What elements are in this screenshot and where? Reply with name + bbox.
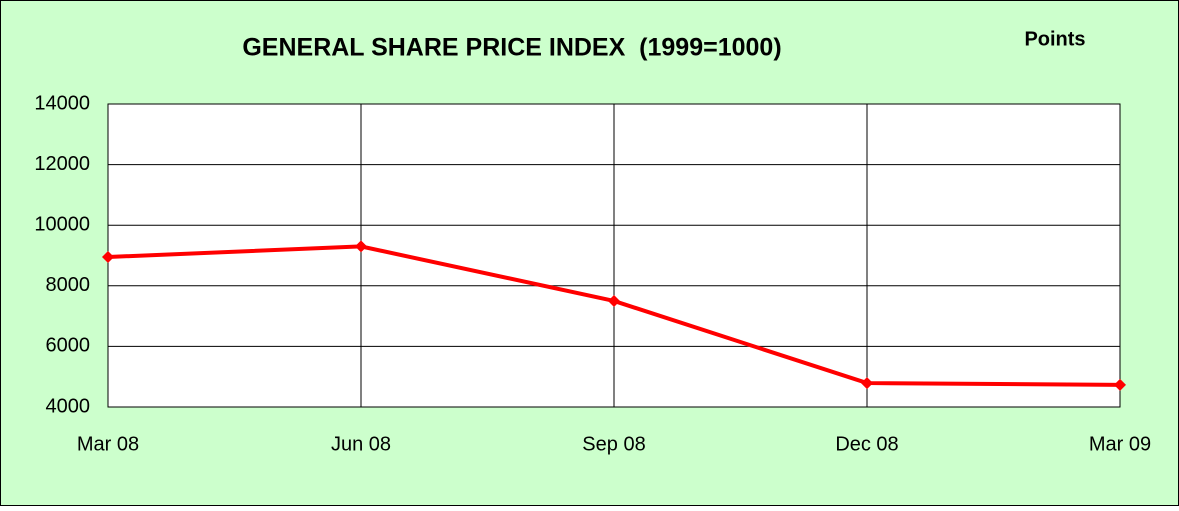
marker: [102, 251, 114, 264]
marker: [861, 377, 873, 390]
marker: [1114, 378, 1126, 391]
marker: [608, 294, 620, 307]
x-tick-label: Jun 08: [331, 433, 391, 455]
y-unit-label: Points: [1024, 28, 1085, 50]
marker: [355, 240, 367, 253]
x-tick-label: Sep 08: [582, 433, 645, 455]
y-tick-label: 4000: [46, 395, 91, 417]
x-tick-label: Dec 08: [835, 433, 898, 455]
y-tick-label: 10000: [34, 213, 90, 235]
x-tick-label: Mar 08: [77, 433, 139, 455]
y-tick-label: 6000: [46, 335, 91, 357]
y-tick-label: 14000: [34, 92, 90, 114]
y-tick-label: 8000: [46, 274, 91, 296]
y-tick-label: 12000: [34, 153, 90, 175]
chart-title: GENERAL SHARE PRICE INDEX (1999=1000): [242, 34, 781, 62]
x-tick-label: Mar 09: [1089, 433, 1151, 455]
